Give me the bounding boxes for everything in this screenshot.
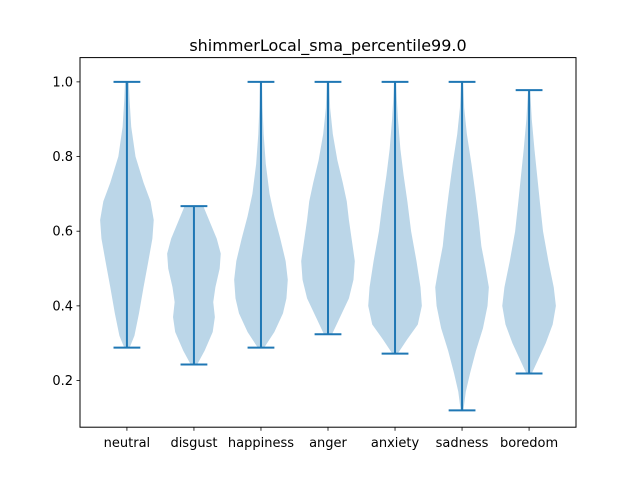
x-tick-label-anxiety: anxiety (371, 436, 420, 451)
chart-title: shimmerLocal_sma_percentile99.0 (189, 36, 466, 56)
y-tick-label: 0.4 (52, 299, 73, 314)
x-tick-label-anger: anger (309, 436, 347, 451)
y-tick-label: 0.6 (52, 225, 73, 240)
x-axis: neutral disgust happiness anger anxiety sadne… (104, 427, 558, 451)
x-tick-label-happiness: happiness (228, 436, 294, 451)
x-tick-label-disgust: disgust (170, 436, 217, 451)
y-tick-label: 1.0 (52, 75, 73, 90)
x-tick-label-sadness: sadness (436, 436, 489, 451)
y-axis: 0.2 0.4 0.6 0.8 1.0 (52, 75, 80, 389)
y-tick-label: 0.8 (52, 150, 73, 165)
x-tick-label-boredom: boredom (500, 436, 558, 451)
violins-layer (100, 80, 556, 412)
x-tick-label-neutral: neutral (104, 436, 151, 451)
y-tick-label: 0.2 (52, 374, 73, 389)
